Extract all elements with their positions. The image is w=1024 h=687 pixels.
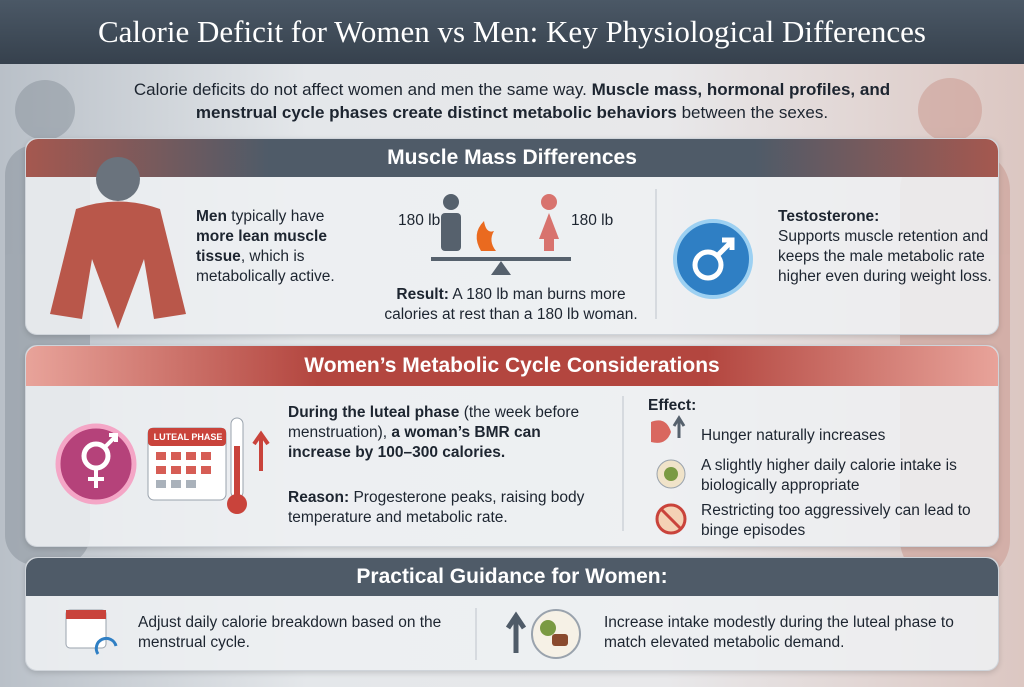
men-text: Men typically have more lean muscle tiss… — [196, 207, 361, 287]
effect-item: A slightly higher daily calorie intake i… — [701, 457, 957, 494]
calendar-label: LUTEAL PHASE — [153, 432, 223, 442]
title: Calorie Deficit for Women vs Men: Key Ph… — [98, 14, 926, 49]
men-plain: typically have — [227, 208, 325, 225]
effect-item: Restricting too aggressively can lead to… — [701, 502, 971, 539]
guidance-item: Increase intake modestly during the lute… — [604, 614, 954, 651]
cycle-heading: Women’s Metabolic Cycle Considerations — [26, 346, 998, 386]
muscle-heading: Muscle Mass Differences — [26, 139, 998, 177]
intro-bold: Muscle mass, hormonal profiles, and mens… — [195, 80, 891, 122]
muscle-panel: Muscle Mass Differences Men typically ha… — [25, 138, 999, 335]
testosterone-label: Testosterone: — [778, 208, 880, 225]
testosterone-text: Supports muscle retention and keeps the … — [778, 228, 992, 285]
guidance-panel: Practical Guidance for Women: Adjust dai… — [25, 557, 999, 671]
scale-right-label: 180 lb — [571, 212, 614, 229]
effect-heading: Effect: — [648, 397, 697, 414]
result-label: Result: — [396, 286, 449, 303]
intro: Calorie deficits do not affect women and… — [100, 78, 924, 124]
reason: Reason: Progesterone peaks, raising body… — [288, 488, 608, 528]
intro-text: between the sexes. — [676, 103, 829, 122]
luteal-bold: During the luteal phase — [288, 404, 460, 421]
scale-left-label: 180 lb — [398, 212, 441, 229]
men-bold: Men — [196, 208, 227, 225]
effect-item: Hunger naturally increases — [701, 427, 886, 444]
testosterone: Testosterone: Supports muscle retention a… — [778, 207, 993, 287]
title-bar: Calorie Deficit for Women vs Men: Key Ph… — [0, 0, 1024, 64]
guidance-icons — [65, 608, 581, 660]
cycle-icons — [55, 396, 687, 535]
luteal-plain: (the week before menstruation), — [288, 404, 580, 441]
muscle-icons — [50, 157, 753, 329]
men-bold: more lean muscle tissue — [196, 228, 327, 265]
result-text: A 180 lb man burns more calories at rest… — [384, 286, 638, 323]
luteal-bold: a woman’s BMR can increase by 100–300 ca… — [288, 424, 541, 461]
reason-text: Progesterone peaks, raising body tempera… — [288, 489, 585, 526]
men-plain: , which is metabolically active. — [196, 248, 335, 285]
intro-text: Calorie deficits do not affect women and… — [133, 80, 592, 99]
cycle-panel: Women’s Metabolic Cycle Considerations L… — [25, 345, 999, 547]
result: Result: A 180 lb man burns more calories… — [371, 285, 651, 325]
guidance-item: Adjust daily calorie breakdown based on … — [138, 614, 442, 651]
reason-label: Reason: — [288, 489, 350, 506]
guidance-heading: Practical Guidance for Women: — [26, 558, 998, 596]
luteal: During the luteal phase (the week before… — [288, 403, 588, 463]
